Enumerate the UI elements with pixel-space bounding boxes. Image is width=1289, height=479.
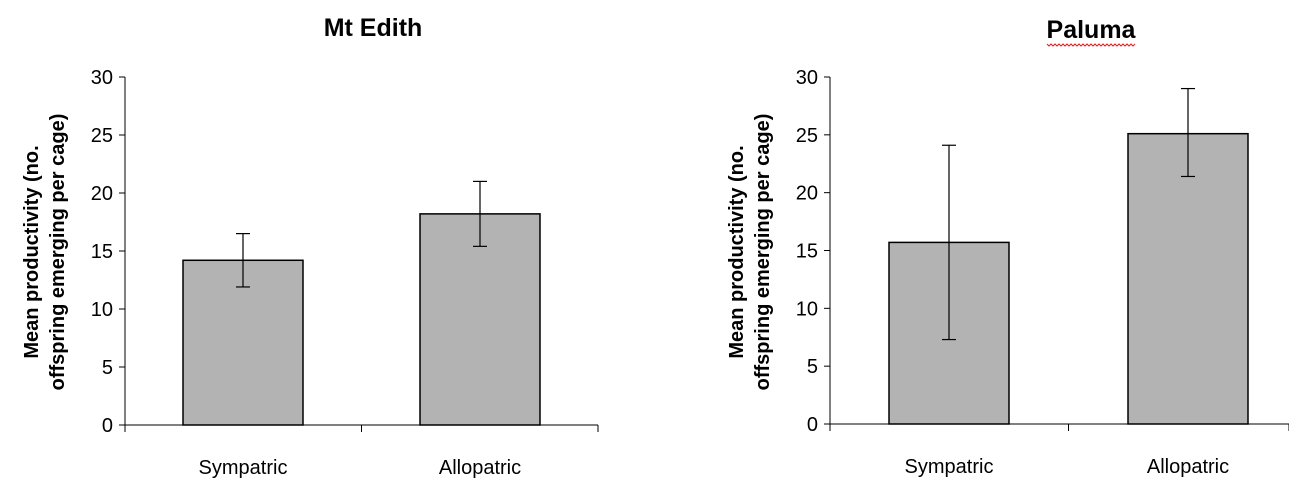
- y-tick-label: 5: [102, 357, 113, 379]
- category-label: Allopatric: [439, 457, 521, 479]
- y-axis-label-line-1: Mean productivity (no.: [726, 145, 748, 358]
- chart-mt-edith-svg: Mt Edith Mean productivity (no. offspring …: [21, 14, 599, 479]
- y-tick-label: 15: [91, 241, 113, 263]
- y-tick-label: 5: [807, 356, 818, 378]
- chart-title: Paluma: [1047, 16, 1137, 44]
- chart-title: Mt Edith: [324, 14, 423, 42]
- chart-paluma: Paluma Mean productivity (no. offspring em…: [705, 0, 1289, 479]
- y-tick-label: 0: [807, 414, 818, 436]
- bar-allopatric: [419, 213, 541, 426]
- chart-paluma-svg: Paluma Mean productivity (no. offspring em…: [726, 16, 1289, 478]
- bar-sympatric: [182, 259, 304, 426]
- y-tick-label: 30: [796, 67, 818, 89]
- category-label: Sympatric: [199, 457, 288, 479]
- y-tick-label: 30: [91, 67, 113, 89]
- spellcheck-underline: [1046, 43, 1136, 47]
- category-label: Sympatric: [905, 456, 994, 478]
- y-axis-label-line-1: Mean productivity (no.: [21, 145, 43, 358]
- y-tick-label: 20: [796, 183, 818, 205]
- y-axis-label-line-2: offspring emerging per cage): [47, 114, 69, 391]
- y-axis-label-line-2: offspring emerging per cage): [752, 114, 774, 391]
- category-label: Allopatric: [1147, 456, 1229, 478]
- y-tick-label: 10: [796, 298, 818, 320]
- y-tick-label: 15: [796, 241, 818, 263]
- y-tick-label: 20: [91, 183, 113, 205]
- bar-allopatric: [1127, 132, 1249, 425]
- chart-mt-edith: Mt Edith Mean productivity (no. offspring …: [0, 0, 640, 479]
- y-tick-label: 0: [102, 415, 113, 437]
- y-tick-label: 25: [91, 125, 113, 147]
- y-tick-label: 10: [91, 299, 113, 321]
- y-tick-label: 25: [796, 125, 818, 147]
